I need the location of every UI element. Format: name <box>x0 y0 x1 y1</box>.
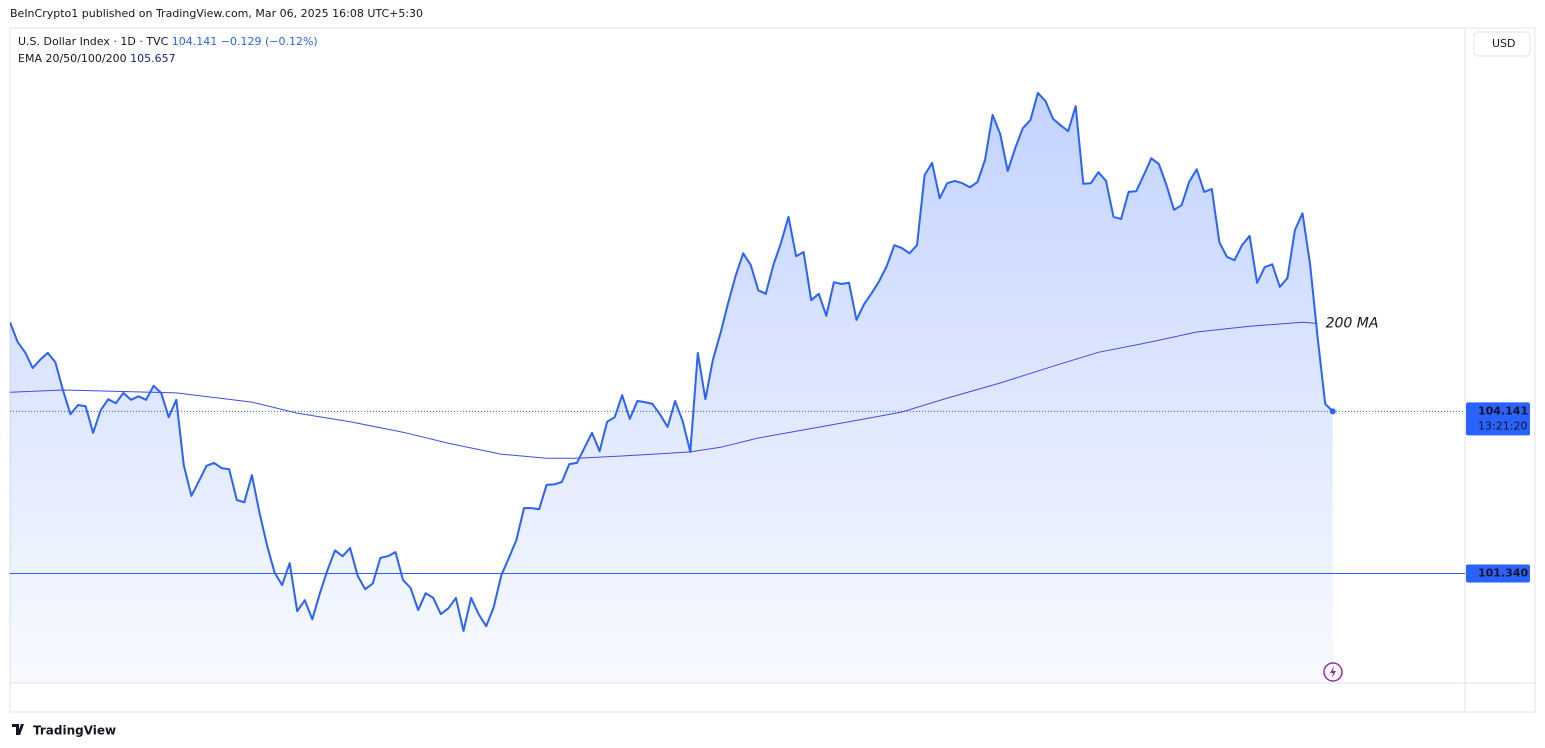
level-tag-label: 101.340 <box>1478 567 1528 580</box>
change: −0.129 (−0.12%) <box>220 35 318 48</box>
brand: TradingView <box>33 724 116 738</box>
indicator: EMA 20/50/100/200 <box>18 52 127 65</box>
brand-logo <box>12 724 24 735</box>
last-point <box>1329 408 1336 415</box>
ma-annotation: 200 MA <box>1326 316 1379 332</box>
legend-row: U.S. Dollar Index · 1D · TVC 104.141 −0.… <box>18 35 318 48</box>
price-tag-label: 104.141 <box>1478 404 1528 417</box>
attribution: BeInCrypto1 published on TradingView.com… <box>10 7 424 20</box>
indicator-row: EMA 20/50/100/200 105.657 <box>18 52 176 65</box>
level-tag <box>1466 564 1530 583</box>
indicator-value: 105.657 <box>130 52 176 65</box>
area-fill <box>10 92 1333 683</box>
countdown: 13:21:20 <box>1478 419 1527 432</box>
price-line <box>10 91 1334 632</box>
last-price: 104.141 <box>171 35 218 48</box>
currency: USD <box>1492 37 1516 50</box>
price-tag <box>1466 402 1530 436</box>
currency-button[interactable] <box>1473 31 1531 57</box>
event-bolt <box>1330 666 1336 678</box>
symbol: U.S. Dollar Index · 1D · TVC <box>18 35 169 48</box>
ma-line <box>10 321 1318 459</box>
